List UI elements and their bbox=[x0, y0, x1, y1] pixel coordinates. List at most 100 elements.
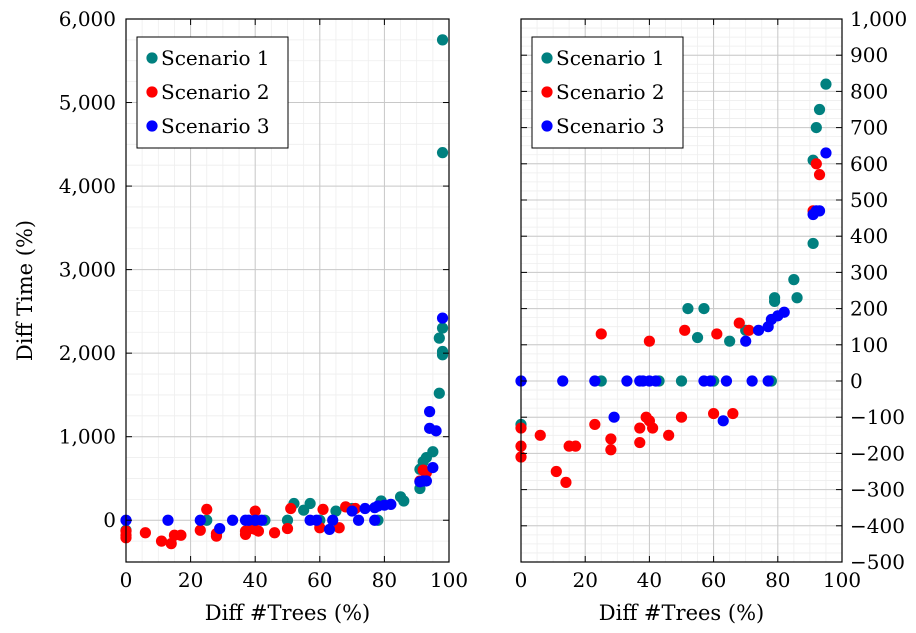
legend-entry: Scenario 1 bbox=[556, 46, 665, 70]
data-point bbox=[762, 375, 774, 387]
x-tick-label: 40 bbox=[637, 568, 662, 592]
data-point bbox=[398, 495, 410, 507]
data-point bbox=[194, 514, 206, 526]
data-point bbox=[327, 514, 339, 526]
legend-marker bbox=[541, 120, 553, 132]
x-tick-label: 20 bbox=[178, 568, 203, 592]
data-point bbox=[139, 527, 151, 539]
data-point bbox=[679, 324, 691, 336]
data-point bbox=[560, 476, 572, 488]
data-point bbox=[436, 312, 449, 324]
data-point bbox=[704, 375, 716, 387]
legend-entry: Scenario 1 bbox=[161, 46, 270, 70]
data-point bbox=[433, 387, 445, 399]
data-point bbox=[424, 406, 436, 418]
y-tick-label: 600 bbox=[850, 152, 888, 176]
y-tick-label: −300 bbox=[850, 478, 905, 502]
data-point bbox=[727, 407, 739, 420]
ticks bbox=[520, 18, 843, 563]
data-point bbox=[768, 295, 781, 307]
y-tick-label: 1,000 bbox=[850, 7, 907, 31]
x-tick-label: 0 bbox=[120, 568, 133, 592]
data-points bbox=[515, 78, 832, 488]
data-point bbox=[663, 429, 675, 441]
chart-panel-2: 0 20 40 60 80 100−500−400−300−200−10001002003… bbox=[515, 7, 908, 625]
y-tick-label: 800 bbox=[850, 79, 888, 103]
x-axis-label: Diff #Trees (%) bbox=[205, 601, 370, 625]
plot-frame bbox=[125, 18, 450, 563]
y-tick-label: 200 bbox=[850, 297, 888, 321]
series-2 bbox=[515, 158, 826, 488]
data-point bbox=[304, 497, 316, 510]
legend-entry: Scenario 2 bbox=[161, 80, 270, 104]
data-point bbox=[810, 158, 822, 170]
y-tick-label: 300 bbox=[850, 260, 888, 284]
data-point bbox=[605, 433, 617, 445]
y-tick-label: −400 bbox=[850, 514, 905, 538]
data-point bbox=[634, 422, 646, 434]
data-point bbox=[643, 335, 656, 347]
legend-marker bbox=[541, 52, 553, 64]
data-point bbox=[369, 514, 381, 526]
y-tick-label: 1,000 bbox=[59, 425, 116, 449]
data-point bbox=[436, 147, 449, 159]
x-tick-label: 20 bbox=[572, 568, 597, 592]
data-point bbox=[621, 375, 633, 387]
data-point bbox=[740, 335, 752, 347]
y-tick-label: 900 bbox=[850, 43, 888, 67]
data-point bbox=[813, 205, 826, 217]
data-point bbox=[711, 328, 723, 340]
y-tick-label: 500 bbox=[850, 188, 888, 212]
data-point bbox=[569, 440, 582, 452]
data-point bbox=[778, 306, 790, 318]
data-point bbox=[330, 505, 342, 517]
x-tick-label: 80 bbox=[765, 568, 790, 592]
data-point bbox=[550, 465, 562, 478]
data-point bbox=[589, 418, 601, 431]
legend-box bbox=[136, 36, 289, 149]
data-points bbox=[120, 34, 449, 550]
x-tick-label: 60 bbox=[701, 568, 726, 592]
data-point bbox=[352, 514, 365, 526]
data-point bbox=[281, 514, 294, 526]
legend-box bbox=[531, 36, 684, 149]
series-3 bbox=[120, 312, 449, 536]
data-point bbox=[226, 514, 239, 526]
y-tick-label: 4,000 bbox=[59, 174, 116, 198]
x-tick-label: 80 bbox=[372, 568, 397, 592]
y-tick-label: 0 bbox=[850, 369, 863, 393]
data-point bbox=[285, 502, 297, 515]
data-point bbox=[249, 505, 261, 517]
data-point bbox=[268, 527, 281, 539]
legend-marker bbox=[541, 86, 553, 98]
data-point bbox=[317, 503, 329, 515]
x-axis-label: Diff #Trees (%) bbox=[599, 601, 764, 625]
data-point bbox=[647, 422, 659, 434]
data-point bbox=[430, 425, 442, 437]
y-tick-label: 0 bbox=[103, 508, 116, 532]
data-point bbox=[708, 407, 720, 420]
data-point bbox=[346, 505, 358, 517]
plot-frame bbox=[520, 18, 843, 563]
data-point bbox=[333, 522, 345, 534]
series-3 bbox=[515, 147, 832, 427]
data-point bbox=[717, 415, 729, 427]
data-point bbox=[634, 436, 646, 449]
x-tick-label: 40 bbox=[242, 568, 267, 592]
data-point bbox=[420, 475, 432, 487]
data-point bbox=[155, 535, 168, 547]
y-tick-label: −200 bbox=[850, 441, 905, 465]
y-tick-label: −100 bbox=[850, 405, 905, 429]
data-point bbox=[682, 303, 694, 315]
y-tick-label: 700 bbox=[850, 116, 888, 140]
data-point bbox=[820, 147, 832, 159]
data-point bbox=[433, 332, 445, 344]
data-point bbox=[807, 237, 819, 250]
data-point bbox=[534, 429, 546, 441]
y-tick-label: 2,000 bbox=[59, 341, 116, 365]
data-point bbox=[385, 498, 397, 510]
data-point bbox=[194, 524, 206, 536]
data-point bbox=[310, 514, 323, 526]
data-point bbox=[436, 34, 449, 46]
